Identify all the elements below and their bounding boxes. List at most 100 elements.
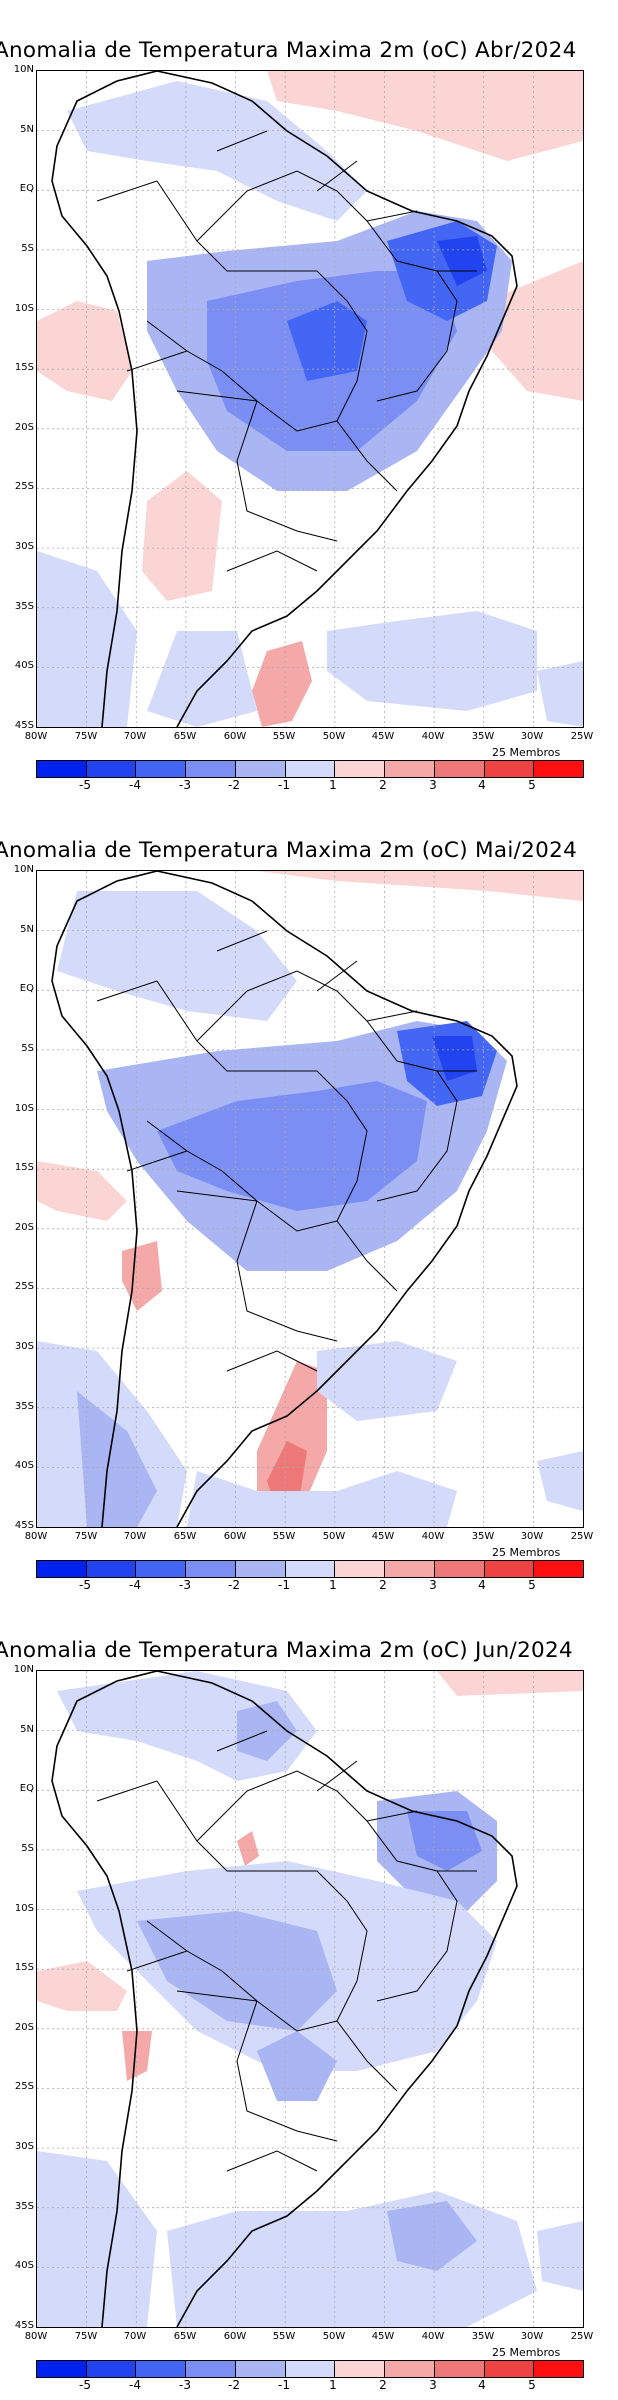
lat-label: EQ xyxy=(19,183,34,194)
cool-anomaly xyxy=(57,891,297,1021)
anomaly-map xyxy=(37,1671,583,2327)
lat-label: 30S xyxy=(14,2141,34,2152)
lat-label: 10S xyxy=(14,303,34,314)
warm-anomaly xyxy=(252,641,312,727)
lon-label: 70W xyxy=(123,2331,147,2342)
lat-label: 35S xyxy=(14,2201,34,2212)
lat-label: 40S xyxy=(14,1460,34,1471)
map-area xyxy=(36,870,584,1528)
colorbar-label: -5 xyxy=(79,778,91,792)
cool-anomaly xyxy=(137,1911,337,2031)
lat-label: EQ xyxy=(19,983,34,994)
colorbar-swatch xyxy=(484,761,535,777)
colorbar-label: 4 xyxy=(478,1578,486,1592)
warm-anomaly xyxy=(37,1961,127,2011)
map-area xyxy=(36,1670,584,2328)
lon-label: 45W xyxy=(371,1531,395,1542)
lat-label: 5N xyxy=(20,924,34,935)
lon-label: 80W xyxy=(24,2331,48,2342)
warm-anomaly xyxy=(37,301,132,401)
colorbar-swatch xyxy=(235,1561,286,1577)
colorbar-label: -3 xyxy=(179,778,191,792)
lon-label: 30W xyxy=(520,2331,544,2342)
cool-anomaly xyxy=(287,301,367,381)
lon-label: 80W xyxy=(24,1531,48,1542)
colorbar-label: -1 xyxy=(278,778,290,792)
lon-label: 25W xyxy=(570,731,594,742)
lon-label: 75W xyxy=(74,2331,98,2342)
lat-label: 30S xyxy=(14,541,34,552)
colorbar-label: -5 xyxy=(79,2378,91,2392)
colorbar-swatch xyxy=(335,1561,386,1577)
colorbar-label: -1 xyxy=(278,2378,290,2392)
map-title: Anomalia de Temperatura Maxima 2m (oC) M… xyxy=(0,838,578,863)
colorbar-label: -2 xyxy=(228,2378,240,2392)
map-title: Anomalia de Temperatura Maxima 2m (oC) J… xyxy=(0,1638,573,1663)
colorbar-swatch xyxy=(136,761,187,777)
colorbar-label: 2 xyxy=(379,1578,387,1592)
map-panel-may: Anomalia de Temperatura Maxima 2m (oC) M… xyxy=(0,800,618,1600)
lon-label: 80W xyxy=(24,731,48,742)
lat-label: 10N xyxy=(13,1664,34,1675)
warm-anomaly xyxy=(487,261,583,401)
cool-anomaly xyxy=(317,1341,457,1421)
lat-label: 25S xyxy=(14,481,34,492)
lat-label: EQ xyxy=(19,1783,34,1794)
colorbar-label: -1 xyxy=(278,1578,290,1592)
lat-label: 5N xyxy=(20,124,34,135)
colorbar-label: 3 xyxy=(429,2378,437,2392)
cool-anomaly xyxy=(157,1081,427,1211)
colorbar xyxy=(36,2360,584,2378)
lon-label: 35W xyxy=(471,1531,495,1542)
colorbar-swatch xyxy=(86,2361,137,2377)
colorbar-label: 1 xyxy=(329,778,337,792)
colorbar-swatch xyxy=(534,761,584,777)
colorbar-label: 4 xyxy=(478,778,486,792)
lat-label: 15S xyxy=(14,1162,34,1173)
colorbar xyxy=(36,760,584,778)
map-panel-june: Anomalia de Temperatura Maxima 2m (oC) J… xyxy=(0,1600,618,2400)
lon-label: 75W xyxy=(74,1531,98,1542)
warm-anomaly xyxy=(122,1241,162,1311)
lon-label: 45W xyxy=(371,2331,395,2342)
lat-label: 45S xyxy=(14,2320,34,2331)
lat-label: 5S xyxy=(21,243,34,254)
colorbar-swatch xyxy=(385,1561,435,1577)
cool-anomaly xyxy=(432,1036,477,1081)
warm-anomaly xyxy=(37,1161,127,1221)
lon-label: 30W xyxy=(520,731,544,742)
warm-anomaly xyxy=(237,1831,259,1866)
colorbar-label: 3 xyxy=(429,1578,437,1592)
lon-label: 45W xyxy=(371,731,395,742)
lon-label: 60W xyxy=(223,731,247,742)
cool-anomaly xyxy=(77,1391,157,1527)
colorbar-swatch xyxy=(534,1561,584,1577)
colorbar-swatch xyxy=(385,2361,435,2377)
lat-label: 20S xyxy=(14,2022,34,2033)
cool-anomaly xyxy=(167,2191,537,2327)
colorbar-swatch xyxy=(186,2361,236,2377)
colorbar-label: 4 xyxy=(478,2378,486,2392)
lat-label: 25S xyxy=(14,2081,34,2092)
warm-anomaly xyxy=(267,71,583,161)
warm-anomaly xyxy=(142,471,222,601)
lon-label: 40W xyxy=(421,2331,445,2342)
lon-label: 35W xyxy=(471,731,495,742)
colorbar-label: -4 xyxy=(129,778,141,792)
colorbar-swatch xyxy=(285,761,336,777)
members-label: 25 Membros xyxy=(492,2346,561,2359)
colorbar-label: -4 xyxy=(129,2378,141,2392)
lat-label: 35S xyxy=(14,601,34,612)
cool-anomaly xyxy=(147,631,257,727)
lon-label: 75W xyxy=(74,731,98,742)
lon-label: 25W xyxy=(570,1531,594,1542)
lon-label: 65W xyxy=(173,731,197,742)
colorbar-label: -2 xyxy=(228,778,240,792)
gridlines xyxy=(37,71,583,727)
lon-label: 35W xyxy=(471,2331,495,2342)
cool-anomaly xyxy=(187,1471,457,1527)
lat-label: 45S xyxy=(14,720,34,731)
colorbar-swatch xyxy=(235,2361,286,2377)
lon-label: 65W xyxy=(173,2331,197,2342)
colorbar-swatch xyxy=(484,1561,535,1577)
